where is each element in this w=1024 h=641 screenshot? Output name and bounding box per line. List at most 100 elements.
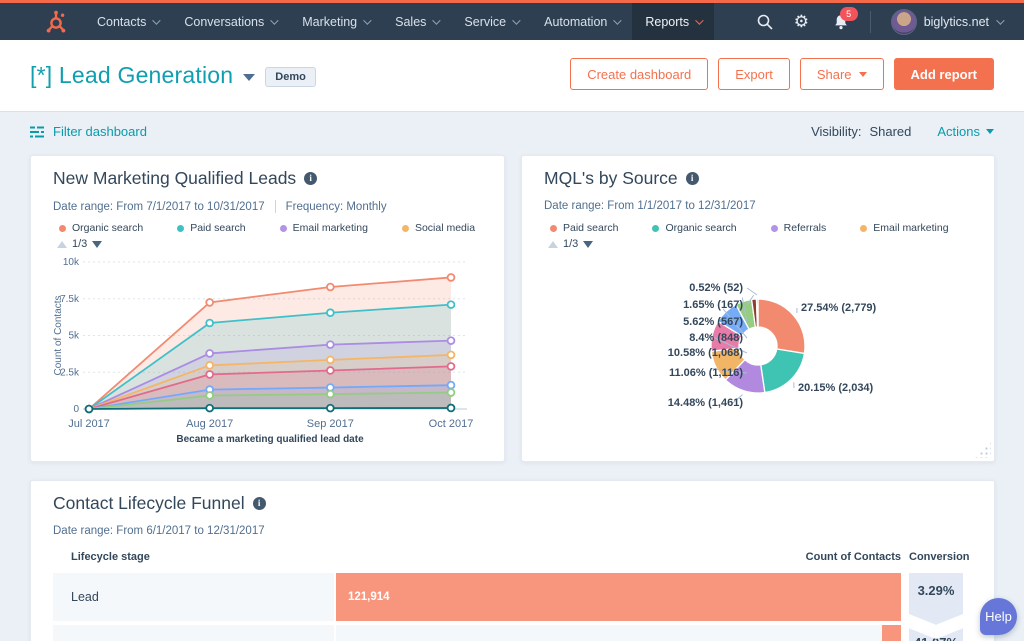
legend-item[interactable]: Paid search xyxy=(177,222,246,234)
info-icon[interactable] xyxy=(685,172,699,185)
nav-item-marketing[interactable]: Marketing xyxy=(289,3,382,40)
pie-slice-label: 20.15% (2,034) xyxy=(798,382,874,394)
chart-legend: Paid search Organic search Referrals Ema… xyxy=(550,222,949,234)
column-header-lifecycle-stage: Lifecycle stage xyxy=(71,551,150,563)
dashboard-toolbar: Filter dashboard Visibility: Shared Acti… xyxy=(0,112,1024,152)
card-title: MQL's by Source xyxy=(544,168,699,189)
conversion-badge: 3.29% xyxy=(909,573,963,625)
legend-dot xyxy=(652,224,660,232)
pie-slice-label: 14.48% (1,461) xyxy=(667,397,743,409)
frequency: Frequency: Monthly xyxy=(285,200,387,213)
pie-slice-label: 10.58% (1,068) xyxy=(667,347,743,359)
filter-dashboard-link[interactable]: Filter dashboard xyxy=(30,124,147,139)
svg-text:Count of Contacts: Count of Contacts xyxy=(53,295,64,375)
mql-donut-chart[interactable] xyxy=(522,256,994,461)
actions-menu[interactable]: Actions xyxy=(937,124,994,139)
pie-slice-label: 5.62% (567) xyxy=(683,316,743,328)
legend-item[interactable]: Email marketing xyxy=(279,222,368,234)
legend-pager: 1/3 xyxy=(57,238,103,250)
card-mqls-by-source: MQL's by Source Date range: From 1/1/201… xyxy=(521,155,995,462)
svg-text:7.5k: 7.5k xyxy=(60,294,80,305)
nav-item-sales[interactable]: Sales xyxy=(382,3,451,40)
dashboard-switcher-caret-icon[interactable] xyxy=(243,74,256,81)
legend-item[interactable]: Social media xyxy=(401,222,475,234)
svg-text:Sep 2017: Sep 2017 xyxy=(307,418,354,430)
date-range: Date range: From 6/1/2017 to 12/31/2017 xyxy=(53,525,265,537)
legend-dot xyxy=(860,224,868,232)
pager-down-icon[interactable] xyxy=(92,240,103,248)
svg-text:Jul 2017: Jul 2017 xyxy=(68,418,110,430)
nav-item-contacts[interactable]: Contacts xyxy=(84,3,171,40)
user-avatar xyxy=(890,8,917,35)
chevron-down-icon xyxy=(432,15,442,25)
svg-text:10k: 10k xyxy=(63,257,80,268)
card-contact-lifecycle-funnel: Contact Lifecycle Funnel Date range: Fro… xyxy=(30,480,995,641)
stage-label: Lead xyxy=(53,573,334,621)
svg-text:2.5k: 2.5k xyxy=(60,367,80,378)
svg-text:5k: 5k xyxy=(68,331,80,342)
pager-label: 1/3 xyxy=(563,238,579,250)
card-title: Contact Lifecycle Funnel xyxy=(53,493,266,514)
meta-divider xyxy=(274,200,276,213)
gear-icon[interactable]: ⚙ xyxy=(793,11,809,31)
create-dashboard-button[interactable]: Create dashboard xyxy=(570,58,709,90)
account-menu[interactable]: biglytics.net xyxy=(890,8,1005,35)
share-button[interactable]: Share xyxy=(799,58,884,90)
info-icon[interactable] xyxy=(252,497,266,510)
nav-item-reports[interactable]: Reports xyxy=(632,3,715,40)
chevron-down-icon xyxy=(363,15,372,25)
funnel-bar[interactable] xyxy=(882,625,901,641)
legend-dot xyxy=(770,224,778,232)
card-new-marketing-qualified-leads: New Marketing Qualified Leads Date range… xyxy=(30,155,505,462)
bar-area: 121,914 xyxy=(336,573,901,621)
date-range: Date range: From 1/1/2017 to 12/31/2017 xyxy=(544,200,756,212)
chevron-down-icon xyxy=(270,15,279,25)
svg-text:Oct 2017: Oct 2017 xyxy=(429,418,474,430)
add-report-button[interactable]: Add report xyxy=(893,58,994,90)
nav-item-service[interactable]: Service xyxy=(451,3,531,40)
info-icon[interactable] xyxy=(304,172,318,185)
demo-badge: Demo xyxy=(265,66,316,87)
chevron-down-icon xyxy=(512,15,521,25)
pie-slice-label: 27.54% (2,779) xyxy=(801,302,877,314)
mql-line-chart[interactable]: 0 2.5k 5k 7.5k 10k Jul 2017 Aug 2017 Sep 2017 Oc… xyxy=(53,254,493,449)
legend-dot xyxy=(401,224,409,232)
legend-item[interactable]: Paid search xyxy=(550,222,618,234)
help-button[interactable]: Help xyxy=(980,598,1017,635)
nav-right-cluster: ⚙ 5 biglytics.net xyxy=(756,6,1024,35)
notifications-bell-icon[interactable]: 5 xyxy=(832,6,858,31)
page-header: [*] Lead Generation Demo Create dashboar… xyxy=(0,40,1024,112)
pager-up-icon[interactable] xyxy=(57,240,67,248)
svg-text:0: 0 xyxy=(73,404,79,415)
visibility-label: Visibility: xyxy=(811,124,862,139)
conversion-badge: 41.07% xyxy=(909,628,963,641)
chevron-down-icon xyxy=(152,15,162,25)
filter-icon xyxy=(30,126,44,137)
table-row: Lead 121,914 3.29% xyxy=(53,573,963,625)
pie-slice-label: 1.65% (167) xyxy=(683,299,743,311)
account-name: biglytics.net xyxy=(923,14,989,29)
pie-slice-label: 0.52% (52) xyxy=(689,282,743,294)
nav-divider xyxy=(869,10,871,33)
pie-slice-label: 8.4% (848) xyxy=(689,332,743,344)
visibility-value: Shared xyxy=(869,124,912,139)
legend-item[interactable]: Referrals xyxy=(770,222,826,234)
search-icon[interactable] xyxy=(756,13,774,31)
chart-legend: Organic search Paid search Email marketi… xyxy=(59,222,475,234)
pager-up-icon[interactable] xyxy=(548,240,558,248)
legend-item[interactable]: Organic search xyxy=(59,222,143,234)
nav-item-conversations[interactable]: Conversations xyxy=(171,3,289,40)
legend-item[interactable]: Email marketing xyxy=(860,222,949,234)
funnel-bar[interactable]: 121,914 xyxy=(336,573,901,621)
funnel-rows: Lead 121,914 3.29% 41.07% xyxy=(53,573,963,641)
card-title: New Marketing Qualified Leads xyxy=(53,168,318,189)
column-header-count: Count of Contacts xyxy=(805,551,901,563)
notification-count-badge: 5 xyxy=(839,6,858,21)
nav-item-automation[interactable]: Automation xyxy=(531,3,632,40)
column-header-conversion: Conversion xyxy=(909,551,970,563)
hubspot-sprocket-logo[interactable] xyxy=(44,9,70,35)
legend-item[interactable]: Organic search xyxy=(652,222,737,234)
pager-down-icon[interactable] xyxy=(583,240,594,248)
export-button[interactable]: Export xyxy=(718,58,790,90)
